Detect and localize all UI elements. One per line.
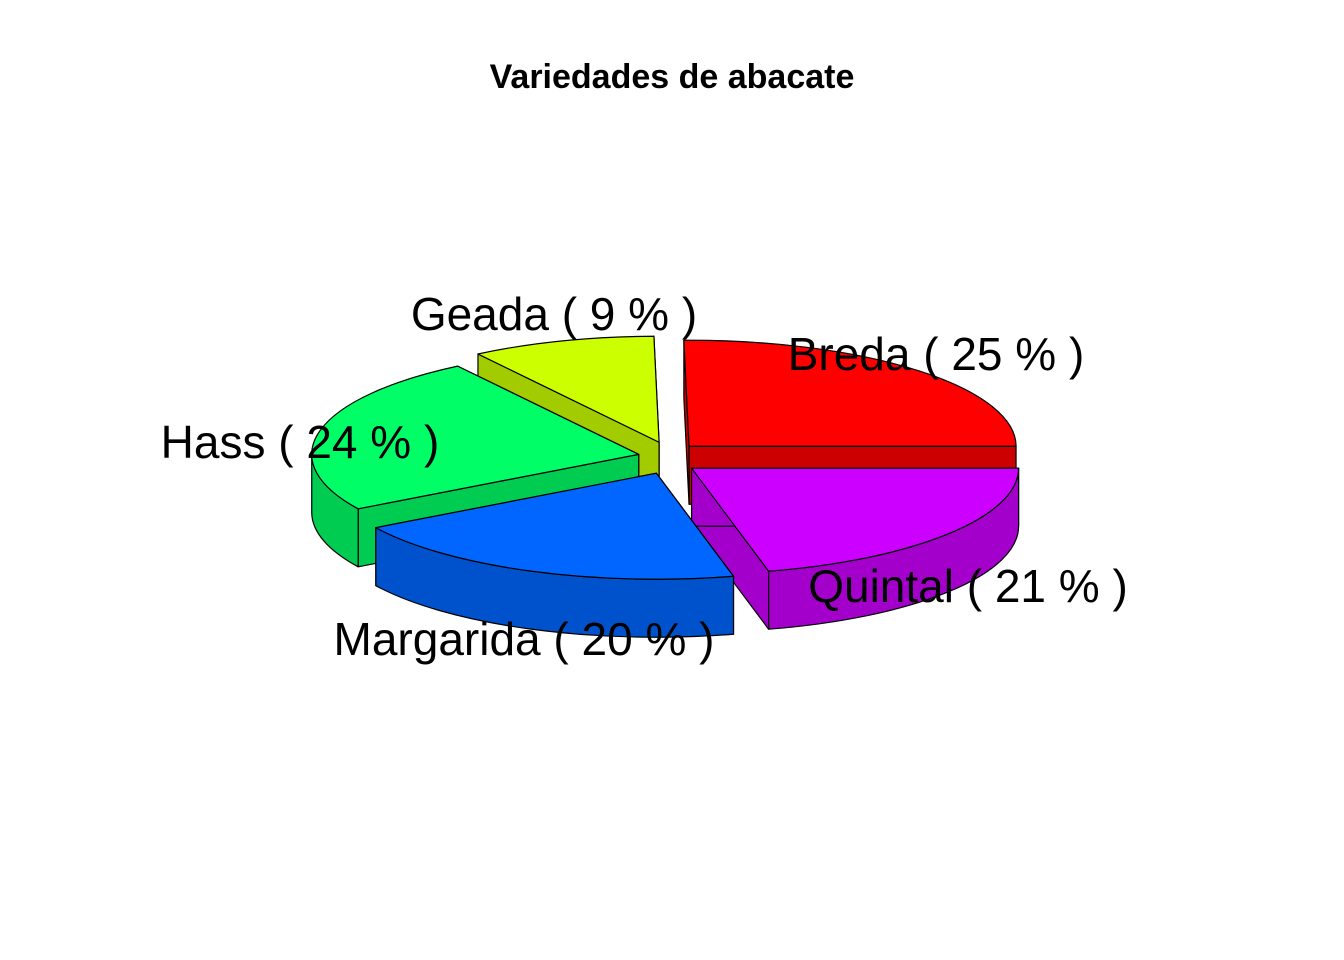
slice-labels: Breda ( 25 % ) Geada ( 9 % ) Hass ( 24 % )… [161,288,1128,665]
slice-label-margarida: Margarida ( 20 % ) [334,613,715,665]
slice-label-hass: Hass ( 24 % ) [161,416,440,468]
slice-margarida [375,472,735,638]
slice-label-breda: Breda ( 25 % ) [788,328,1085,380]
slice-quintal-top [690,467,1020,572]
slice-breda-top [683,339,1017,447]
slice-margarida-top [375,472,735,580]
slice-geada-top [477,335,660,443]
slice-hass [311,365,640,568]
slice-quintal [690,467,1020,630]
pie-slices [311,335,1020,638]
chart-title: Variedades de abacate [489,58,855,96]
slice-label-quintal: Quintal ( 21 % ) [808,560,1128,612]
slice-hass-top [311,365,640,510]
slice-label-geada: Geada ( 9 % ) [411,288,697,340]
